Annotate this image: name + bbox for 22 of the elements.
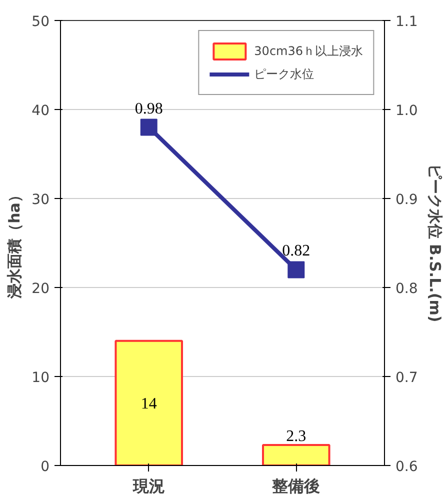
x-tick-label: 現況 bbox=[132, 476, 165, 496]
data-label: 0.82 bbox=[282, 242, 310, 260]
y-tick-label: 0 bbox=[40, 459, 50, 475]
y2-tick-label: 0.6 bbox=[396, 459, 418, 475]
y2-tick-label: 1.1 bbox=[396, 14, 418, 30]
y-tick-label: 50 bbox=[32, 14, 50, 30]
y2-tick-label: 1.0 bbox=[396, 103, 418, 119]
y-axis-title: 浸水面積（ha） bbox=[6, 188, 24, 300]
y2-tick-label: 0.8 bbox=[396, 281, 418, 297]
y-tick-label: 40 bbox=[32, 103, 50, 119]
y-tick-label: 20 bbox=[32, 281, 50, 297]
data-label: 14 bbox=[140, 396, 157, 413]
y2-axis-title: ピーク水位 B.S.L.(m) bbox=[426, 164, 444, 322]
legend-label: ピーク水位 bbox=[254, 66, 314, 82]
x-tick-label: 整備後 bbox=[271, 476, 320, 496]
y-tick-label: 30 bbox=[32, 192, 50, 208]
y-tick-label: 10 bbox=[32, 370, 50, 386]
y2-tick-label: 0.9 bbox=[396, 192, 418, 208]
data-label: 2.3 bbox=[286, 428, 306, 446]
legend-label: 30cm36ｈ以上浸水 bbox=[254, 42, 363, 60]
data-label: 0.98 bbox=[134, 100, 163, 118]
y2-tick-label: 0.7 bbox=[396, 370, 418, 386]
